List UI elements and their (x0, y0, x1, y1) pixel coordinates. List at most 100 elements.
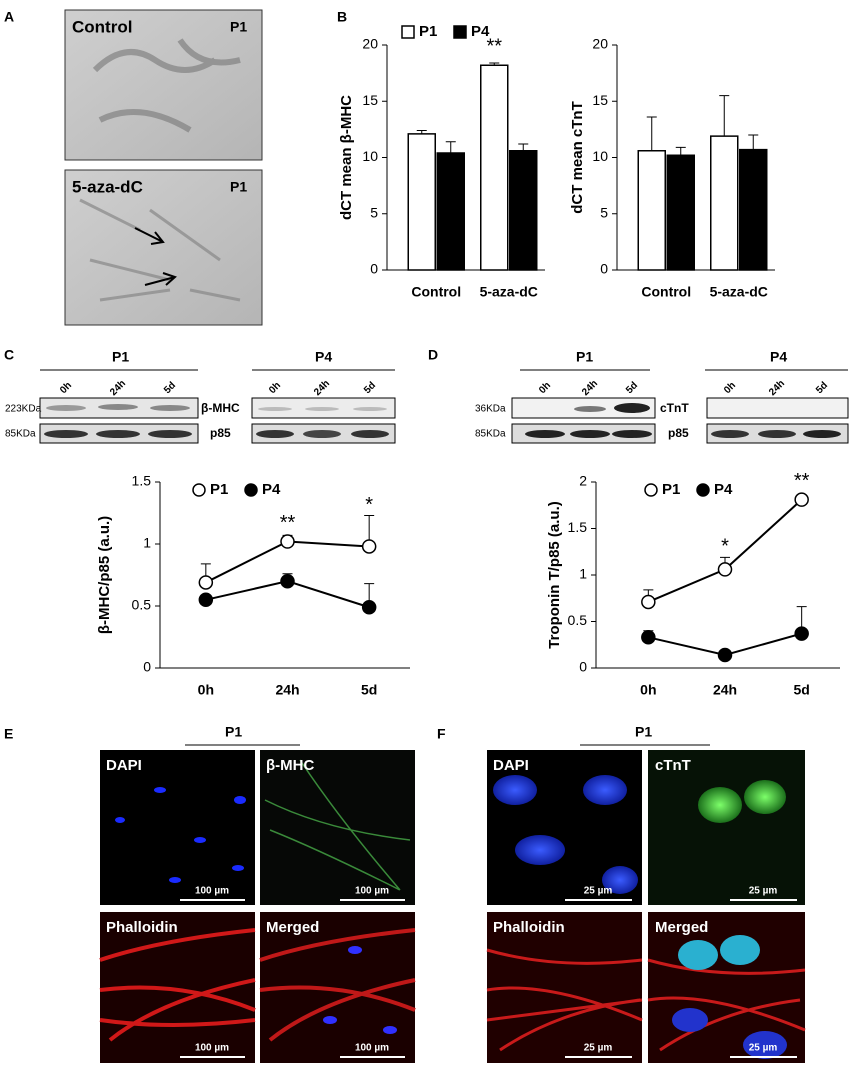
size-label: 223KDa (5, 404, 42, 415)
legend-label: P1 (419, 23, 437, 40)
y-tick-label: 1.5 (132, 473, 152, 489)
group-label: P1 (576, 349, 593, 365)
image-label: β-MHC (266, 757, 314, 774)
marker (717, 647, 733, 663)
bar (739, 148, 768, 271)
lane-label: 24h (580, 378, 600, 398)
panel-label: E (4, 726, 13, 742)
group-label: P1 (225, 724, 242, 740)
lane-label: 5d (362, 380, 378, 396)
y-tick-label: 0.5 (568, 612, 588, 628)
size-label: 36KDa (475, 404, 506, 415)
marker (361, 539, 377, 554)
y-tick-label: 2 (579, 473, 587, 489)
error-bar (489, 62, 500, 66)
panel-label: C (4, 347, 14, 363)
error-bar (675, 146, 686, 156)
scale-label: 25 µm (584, 1043, 613, 1054)
marker (717, 562, 733, 577)
image-label: cTnT (655, 757, 691, 774)
image-label: Merged (266, 919, 319, 936)
x-tick-label: Control (641, 284, 691, 300)
panel-label: B (337, 9, 347, 25)
group-label: P1 (635, 724, 652, 740)
image-label: Control (72, 17, 132, 36)
x-tick-label: 5-aza-dC (480, 284, 538, 300)
y-tick-label: 10 (362, 148, 378, 164)
y-tick-label: 5 (600, 204, 608, 220)
legend-swatch (192, 483, 206, 497)
image-label: P1 (230, 179, 247, 195)
annotation: ** (486, 36, 502, 58)
blot (39, 369, 396, 444)
x-tick-label: 5-aza-dC (710, 284, 768, 300)
bar (407, 133, 436, 271)
panel-label: F (437, 726, 446, 742)
marker (794, 492, 809, 507)
marker (280, 534, 295, 549)
image-label: Phalloidin (493, 919, 565, 936)
y-tick-label: 0 (370, 261, 378, 277)
annotation: ** (794, 470, 810, 492)
protein-label: β-MHC (201, 401, 240, 415)
legend-swatch (644, 483, 658, 497)
marker (280, 573, 295, 589)
y-tick-label: 15 (592, 92, 608, 108)
lane-label: 0h (722, 380, 738, 396)
scale-label: 25 µm (584, 886, 613, 897)
y-axis-label: dCT mean β-MHC (338, 95, 355, 220)
y-tick-label: 0.5 (132, 597, 152, 613)
size-label: 85KDa (475, 429, 506, 440)
marker (198, 575, 214, 590)
error-bar (518, 143, 529, 151)
group-label: P1 (112, 349, 129, 365)
marker (641, 594, 656, 610)
bar (637, 150, 666, 271)
legend-swatch (244, 483, 258, 497)
lane-label: 24h (312, 378, 332, 398)
legend-label: P4 (714, 481, 733, 498)
y-axis-label: dCT mean cTnT (569, 101, 586, 214)
lane-label: 24h (767, 378, 787, 398)
legend-swatch (453, 25, 467, 39)
y-tick-label: 0 (143, 659, 151, 675)
y-tick-label: 20 (592, 36, 608, 52)
marker (794, 626, 809, 641)
scale-label: 25 µm (749, 886, 778, 897)
protein-label: p85 (210, 426, 231, 440)
panel-label: D (428, 347, 438, 363)
y-tick-label: 1.5 (568, 519, 588, 535)
legend-label: P1 (210, 481, 228, 498)
protein-label: p85 (668, 426, 689, 440)
legend-swatch (696, 483, 710, 497)
scale-label: 100 µm (195, 1043, 229, 1054)
lane-label: 0h (537, 380, 553, 396)
y-tick-label: 0 (600, 261, 608, 277)
bar (509, 150, 538, 271)
blot (511, 369, 849, 444)
marker (361, 599, 377, 615)
y-tick-label: 1 (143, 535, 151, 551)
y-tick-label: 15 (362, 92, 378, 108)
error-bar (445, 141, 456, 153)
bar (666, 154, 695, 271)
x-tick-label: 0h (198, 682, 214, 698)
scale-label: 100 µm (355, 886, 389, 897)
x-tick-label: Control (411, 284, 461, 300)
legend-label: P1 (662, 481, 680, 498)
error-bar (748, 134, 759, 150)
y-tick-label: 1 (579, 566, 587, 582)
error-bar (646, 116, 657, 151)
image-label: DAPI (493, 757, 529, 774)
y-tick-label: 0 (579, 659, 587, 675)
x-tick-label: 5d (361, 682, 377, 698)
error-bar (416, 130, 427, 134)
size-label: 85KDa (5, 429, 36, 440)
marker (198, 592, 214, 608)
annotation: * (721, 536, 729, 558)
annotation: * (365, 494, 373, 516)
lane-label: 0h (267, 380, 283, 396)
lane-label: 5d (162, 380, 178, 396)
